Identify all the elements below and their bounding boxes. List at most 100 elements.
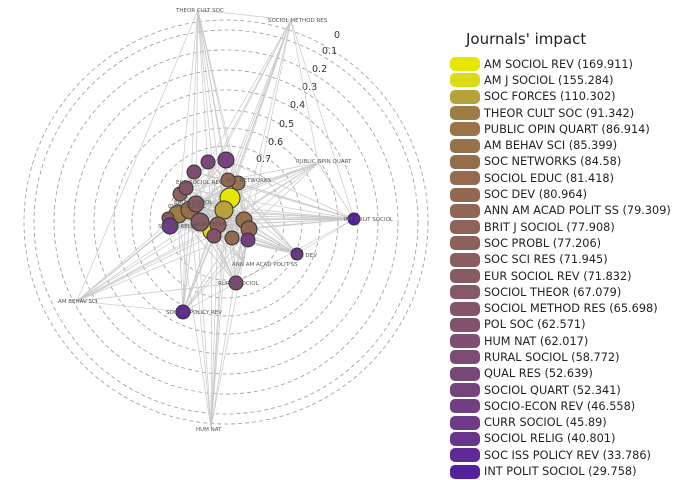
network-edge	[76, 224, 219, 302]
legend-item: SOC DEV (80.964)	[450, 186, 680, 202]
journal-node	[161, 217, 179, 235]
node-label: HUM NAT	[196, 427, 222, 433]
grid-ring	[73, 69, 379, 375]
legend-swatch	[450, 154, 480, 169]
legend-item: HUM NAT (62.017)	[450, 333, 680, 349]
network-edge	[76, 9, 199, 302]
legend-swatch	[450, 334, 480, 349]
journal-node	[290, 247, 304, 261]
node-label: CURR SOCIOL	[168, 204, 207, 210]
network-edge	[199, 159, 227, 223]
legend-item: SOCIOL QUART (52.341)	[450, 382, 680, 398]
network-edge	[177, 213, 184, 313]
network-edge	[76, 230, 213, 302]
legend-swatch	[450, 366, 480, 381]
network-edge	[76, 213, 179, 302]
legend-swatch	[450, 464, 480, 479]
journal-node	[224, 230, 240, 246]
journal-node	[214, 200, 234, 220]
legend-label: HUM NAT (62.017)	[484, 334, 589, 348]
legend-item: PUBLIC OPIN QUART (86.914)	[450, 121, 680, 137]
legend-label: SOC FORCES (110.302)	[484, 90, 616, 104]
legend-swatch	[450, 350, 480, 365]
legend-swatch	[450, 399, 480, 414]
legend-item: SOCIO-ECON REV (46.558)	[450, 398, 680, 414]
network-edge	[182, 282, 237, 313]
node-label: ANN AM ACAD POLIT SS	[232, 262, 298, 268]
network-edge	[189, 19, 292, 211]
network-edge	[296, 218, 355, 255]
legend-label: INT POLIT SOCIOL (29.758)	[484, 465, 637, 479]
legend-label: POL SOC (62.571)	[484, 318, 586, 332]
legend-item: AM BEHAV SCI (85.399)	[450, 137, 680, 153]
network-edge	[227, 162, 319, 181]
journal-node	[200, 154, 216, 170]
node-label: BRIT J SOCIOL	[174, 200, 213, 206]
legend-label: SOCIOL EDUC (81.418)	[484, 171, 614, 185]
legend-swatch	[450, 187, 480, 202]
node-label: RURAL SOCIOL	[218, 281, 260, 287]
journal-node	[228, 275, 244, 291]
legend-label: QUAL RES (52.639)	[484, 367, 593, 381]
legend-label: PUBLIC OPIN QUART (86.914)	[484, 122, 650, 136]
network-edge	[223, 162, 319, 211]
legend-item: BRIT J SOCIOL (77.908)	[450, 219, 680, 235]
grid-ring	[23, 19, 429, 425]
legend-label: SOCIOL RELIG (40.801)	[484, 432, 616, 446]
radial-network-chart: 0 0.1 0.2 0.3 0.4 0.5 0.6 0.7 THEOR CULT SOC SOCI…	[23, 8, 429, 433]
legend-swatch	[450, 252, 480, 267]
legend-swatch	[450, 73, 480, 88]
network-edge	[223, 209, 355, 220]
network-edge	[197, 9, 219, 226]
legend-label: RURAL SOCIOL (58.772)	[484, 350, 620, 364]
legend-swatch	[450, 57, 480, 72]
journal-node	[206, 228, 222, 244]
ring-label: 0.1	[322, 46, 337, 57]
legend-item: SOCIOL METHOD RES (65.698)	[450, 300, 680, 316]
legend-label: SOC DEV (80.964)	[484, 188, 588, 202]
network-edge	[182, 239, 249, 313]
journal-node	[178, 180, 194, 196]
node-label: PUBLIC OPIN QUART	[296, 159, 352, 165]
legend-label: SOCIO-ECON REV (46.558)	[484, 399, 636, 413]
node-label: THEOR CULT SOC	[175, 8, 224, 14]
network-plot: 0 0.1 0.2 0.3 0.4 0.5 0.6 0.7 THEOR CULT SOC SOCI…	[23, 8, 429, 433]
legend-label: SOC PROBL (77.206)	[484, 236, 602, 250]
ring-label: 0.3	[302, 82, 317, 93]
ring-label: 0.7	[256, 154, 271, 165]
ring-label: 0.6	[268, 137, 283, 148]
node-label: EUR SOCIOL REV	[176, 180, 223, 186]
legend-item: SOCIOL THEOR (67.079)	[450, 284, 680, 300]
network-edge	[243, 19, 292, 221]
node-label: SOCIOL EDUC	[190, 222, 228, 228]
node-label: SOCIOL METHOD RES	[268, 18, 328, 24]
network-edge	[195, 203, 212, 429]
legend-item: ANN AM ACAD POLIT SS (79.309)	[450, 203, 680, 219]
legend-item: SOC SCI RES (71.945)	[450, 252, 680, 268]
node-label: SOCIOL RELIG	[158, 224, 197, 230]
network-edge	[182, 228, 250, 313]
legend-label: THEOR CULT SOC (91.342)	[484, 106, 635, 120]
network-edge	[197, 9, 292, 21]
legend-item: SOC FORCES (110.302)	[450, 89, 680, 105]
network-edge	[197, 9, 225, 211]
legend-swatch	[450, 122, 480, 137]
node-label: AM BEHAV SCI	[58, 299, 98, 305]
legend-swatch	[450, 431, 480, 446]
legend-swatch	[450, 301, 480, 316]
network-edge	[182, 209, 191, 313]
network-edge	[229, 197, 355, 220]
journal-node	[347, 212, 361, 226]
legend-swatch	[450, 317, 480, 332]
journal-node	[190, 212, 210, 232]
legend-label: AM J SOCIOL (155.284)	[484, 73, 614, 87]
network-edge	[76, 282, 237, 302]
legend-item: AM SOCIOL REV (169.911)	[450, 56, 680, 72]
legend-label: SOCIOL QUART (52.341)	[484, 383, 621, 397]
legend-label: AM BEHAV SCI (85.399)	[484, 139, 618, 153]
network-edge	[76, 228, 250, 302]
legend-item: CURR SOCIOL (45.89)	[450, 415, 680, 431]
legend-label: SOC ISS POLICY REV (33.786)	[484, 448, 651, 462]
legend-label: BRIT J SOCIOL (77.908)	[484, 220, 615, 234]
journal-node	[240, 232, 256, 248]
